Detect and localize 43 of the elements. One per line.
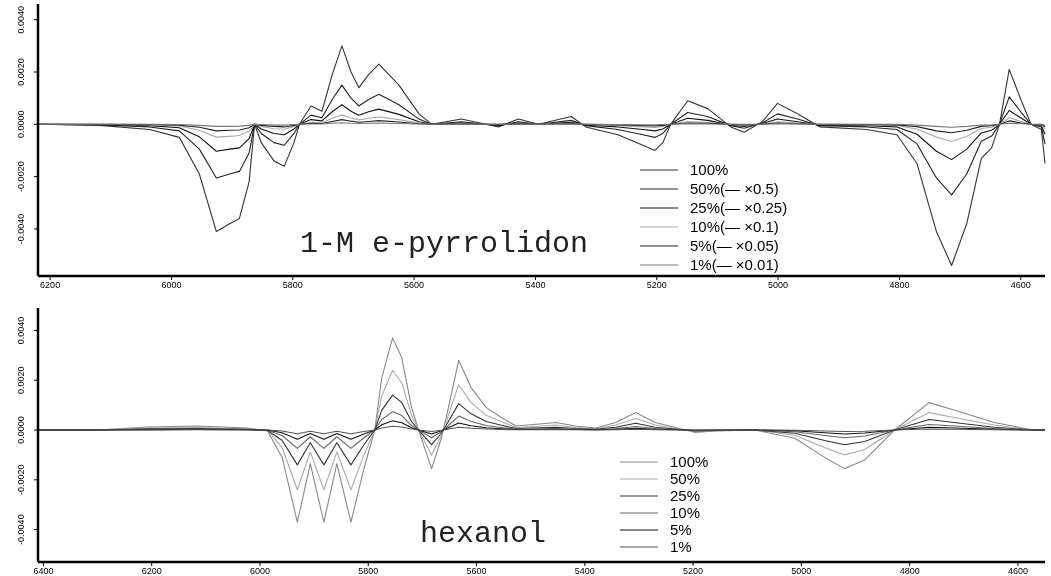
x-tick-label: 4800 xyxy=(899,566,920,576)
x-tick-label: 5800 xyxy=(282,280,303,290)
annotation: hexanol xyxy=(420,517,547,551)
legend-label: 50% xyxy=(670,470,701,487)
y-tick-label: -0.0040 xyxy=(16,514,26,545)
x-tick-label: 5600 xyxy=(404,280,425,290)
legend-label: 1%(— ×0.01) xyxy=(690,256,779,273)
y-tick-label: 0.0020 xyxy=(16,58,26,86)
x-tick-label: 5800 xyxy=(358,566,379,576)
x-tick-label: 4800 xyxy=(889,280,910,290)
annotation: 1-M e-pyrrolidon xyxy=(300,227,589,261)
x-tick-label: 5400 xyxy=(574,566,595,576)
legend-label: 10%(— ×0.1) xyxy=(690,218,779,235)
x-tick-label: 6000 xyxy=(249,566,270,576)
legend-label: 25%(— ×0.25) xyxy=(690,199,788,216)
legend-label: 100% xyxy=(670,453,709,470)
x-tick-label: 5200 xyxy=(683,566,704,576)
y-tick-label: 0.0040 xyxy=(16,5,26,34)
x-tick-label: 5400 xyxy=(525,280,546,290)
x-tick-label: 5000 xyxy=(768,280,789,290)
x-tick-label: 6000 xyxy=(161,280,182,290)
legend-label: 50%(— ×0.5) xyxy=(690,180,779,197)
y-tick-label: -0.0020 xyxy=(16,161,26,192)
legend-label: 5% xyxy=(670,521,692,538)
legend-label: 100% xyxy=(690,161,729,178)
legend-label: 10% xyxy=(670,504,701,521)
y-tick-label: -0.0020 xyxy=(16,464,26,496)
x-tick-label: 5200 xyxy=(646,280,667,290)
y-tick-label: -0.0040 xyxy=(16,213,26,245)
y-tick-label: 0.0000 xyxy=(16,416,26,444)
x-tick-label: 4600 xyxy=(1007,566,1028,576)
x-tick-label: 6200 xyxy=(40,280,61,290)
x-tick-label: 4600 xyxy=(1010,280,1031,290)
legend-label: 1% xyxy=(670,538,692,555)
y-tick-label: 0.0000 xyxy=(16,110,26,139)
legend-label: 5%(— ×0.05) xyxy=(690,237,779,254)
legend-label: 25% xyxy=(670,487,701,504)
y-tick-label: 0.0020 xyxy=(16,366,26,394)
y-tick-label: 0.0040 xyxy=(16,316,26,345)
x-tick-label: 5000 xyxy=(791,566,812,576)
x-tick-label: 5600 xyxy=(466,566,487,576)
x-tick-label: 6200 xyxy=(141,566,162,576)
x-tick-label: 6400 xyxy=(33,566,54,576)
